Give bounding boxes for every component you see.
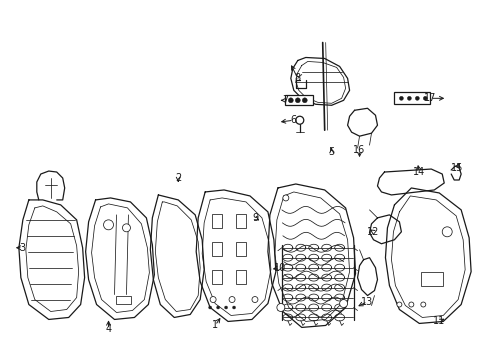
Text: 9: 9 [252, 213, 258, 223]
Text: 3: 3 [20, 243, 26, 253]
Bar [285, 95, 313, 105]
Circle shape [283, 195, 289, 201]
Circle shape [217, 306, 220, 309]
Circle shape [302, 98, 307, 103]
Text: 4: 4 [105, 324, 112, 334]
Text: 17: 17 [424, 93, 437, 103]
Text: 10: 10 [274, 263, 286, 273]
Circle shape [340, 300, 347, 307]
Text: 6: 6 [291, 115, 297, 125]
Circle shape [295, 98, 300, 103]
Text: 15: 15 [451, 163, 464, 173]
Bar [236, 242, 246, 256]
Text: 8: 8 [294, 73, 301, 84]
Text: 16: 16 [353, 145, 366, 155]
Text: 14: 14 [413, 167, 425, 177]
Text: 1: 1 [212, 320, 218, 330]
Text: 7: 7 [282, 95, 288, 105]
Circle shape [224, 306, 227, 309]
Circle shape [122, 224, 130, 232]
Circle shape [409, 302, 414, 307]
Bar [212, 214, 222, 228]
Bar [236, 270, 246, 284]
Circle shape [209, 306, 212, 309]
Circle shape [416, 96, 419, 100]
Text: 13: 13 [362, 297, 374, 306]
Bar [421, 272, 443, 285]
Bar [116, 296, 131, 303]
Circle shape [229, 297, 235, 302]
Circle shape [103, 220, 114, 230]
Bar [212, 270, 222, 284]
Text: 2: 2 [175, 173, 181, 183]
Circle shape [296, 116, 304, 124]
Circle shape [407, 96, 412, 100]
Circle shape [421, 302, 426, 307]
Bar [394, 92, 430, 104]
Circle shape [233, 306, 236, 309]
Text: 12: 12 [368, 227, 380, 237]
Circle shape [277, 303, 285, 311]
Bar [212, 242, 222, 256]
Text: 5: 5 [328, 147, 335, 157]
Circle shape [397, 302, 402, 307]
Circle shape [399, 96, 403, 100]
Circle shape [423, 96, 427, 100]
Text: 11: 11 [433, 316, 445, 327]
Circle shape [288, 98, 294, 103]
Bar [236, 214, 246, 228]
Circle shape [252, 297, 258, 302]
Circle shape [210, 297, 216, 302]
Circle shape [442, 227, 452, 237]
